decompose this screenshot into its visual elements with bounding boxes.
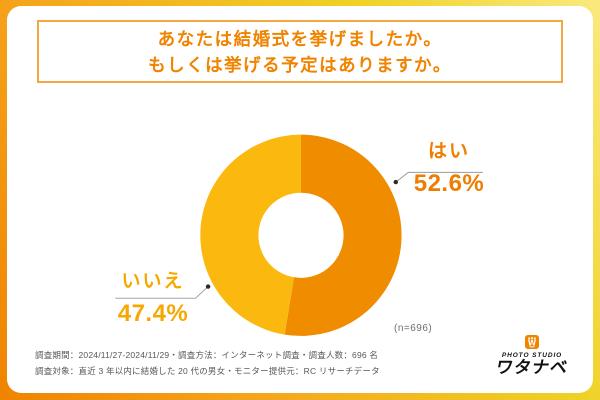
logo-studio-text: PHOTO STUDIO	[501, 352, 563, 359]
survey-footnote-line2: 調査対象：直近 3 年以内に結婚した 20 代の男女・モニター提供元：RC リサ…	[35, 366, 380, 376]
donut-chart	[115, 134, 483, 336]
photo-studio-watanabe-logo: W PHOTO STUDIO ワタナベ	[486, 335, 578, 377]
question-title-box: あなたは結婚式を挙げましたか。 もしくは挙げる予定はありますか。	[37, 20, 563, 83]
leader-line-no	[115, 286, 209, 299]
leader-line-yes	[395, 171, 483, 183]
label-no-value: 47.4%	[117, 300, 189, 327]
watanabe-crown-w-icon: W	[525, 335, 539, 349]
question-title-line1: あなたは結婚式を挙げましたか。	[157, 28, 443, 49]
survey-footnote-line1: 調査期間：2024/11/27-2024/11/29・調査方法：インターネット調…	[35, 350, 379, 360]
label-no: いいえ 47.4%	[107, 269, 199, 327]
donut-slice-はい	[284, 134, 402, 336]
label-yes-value: 52.6%	[413, 170, 485, 197]
label-no-category: いいえ	[121, 271, 185, 292]
connector-dot-no	[205, 284, 211, 289]
sample-size-label: (n=696)	[394, 323, 433, 334]
question-title-line2: もしくは挙げる予定はありますか。	[148, 54, 452, 75]
content-card: あなたは結婚式を挙げましたか。 もしくは挙げる予定はありますか。 はい 52.6…	[7, 6, 593, 393]
logo-name-text: ワタナベ	[494, 358, 570, 377]
label-yes: はい 52.6%	[403, 139, 495, 197]
svg-text:W: W	[528, 339, 537, 348]
survey-footnote: 調査期間：2024/11/27-2024/11/29・調査方法：インターネット調…	[35, 347, 380, 379]
connector-dot-yes	[393, 179, 399, 185]
label-yes-category: はい	[427, 141, 470, 162]
donut-slice-いいえ	[200, 134, 301, 335]
